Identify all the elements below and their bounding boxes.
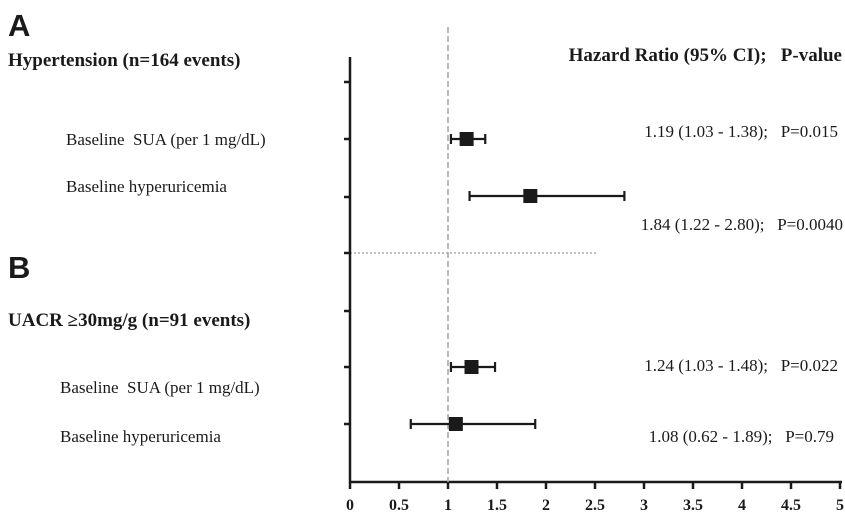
hazard-ratio-header: Hazard Ratio (95% CI); P-value xyxy=(569,45,842,66)
point-estimate-panel-a-row-1 xyxy=(523,189,538,203)
panel-letter-b: B xyxy=(8,250,30,285)
x-tick-label-1: 0.5 xyxy=(389,497,409,514)
x-tick-label-3: 1.5 xyxy=(487,497,507,514)
panel-b-title: UACR ≥30mg/g (n=91 events) xyxy=(8,310,250,331)
x-tick-label-5: 2.5 xyxy=(585,497,605,514)
point-estimate-panel-a-row-0 xyxy=(459,132,474,146)
x-tick-label-2: 1 xyxy=(444,497,452,514)
panel-a-title: Hypertension (n=164 events) xyxy=(8,50,240,71)
x-tick-label-6: 3 xyxy=(640,497,648,514)
hr-text-a-sua: 1.19 (1.03 - 1.38); P=0.015 xyxy=(644,122,838,141)
x-tick-label-10: 5 xyxy=(836,497,844,514)
row-label-a-sua: Baseline SUA (per 1 mg/dL) xyxy=(66,130,266,149)
row-label-b-sua: Baseline SUA (per 1 mg/dL) xyxy=(60,378,260,397)
x-tick-label-8: 4 xyxy=(738,497,746,514)
hr-text-a-hyperuricemia: 1.84 (1.22 - 2.80); P=0.0040 xyxy=(641,215,843,234)
x-tick-label-0: 0 xyxy=(346,497,354,514)
estimate-marks xyxy=(409,132,626,431)
point-estimate-panel-b-row-0 xyxy=(464,360,479,374)
x-tick-label-9: 4.5 xyxy=(781,497,801,514)
hr-text-b-hyperuricemia: 1.08 (0.62 - 1.89); P=0.79 xyxy=(649,427,834,446)
hr-text-b-sua: 1.24 (1.03 - 1.48); P=0.022 xyxy=(644,356,838,375)
row-label-b-hyperuricemia: Baseline hyperuricemia xyxy=(60,427,221,446)
panel-letter-a: A xyxy=(8,8,30,43)
x-tick-label-7: 3.5 xyxy=(683,497,703,514)
x-axis: 0 0.5 1 1.5 2 2.5 3 3.5 4 4.5 5 xyxy=(346,482,844,514)
point-estimate-panel-b-row-1 xyxy=(448,417,463,431)
x-tick-label-4: 2 xyxy=(542,497,550,514)
y-axis-ticks xyxy=(344,80,350,426)
row-label-a-hyperuricemia: Baseline hyperuricemia xyxy=(66,177,227,196)
